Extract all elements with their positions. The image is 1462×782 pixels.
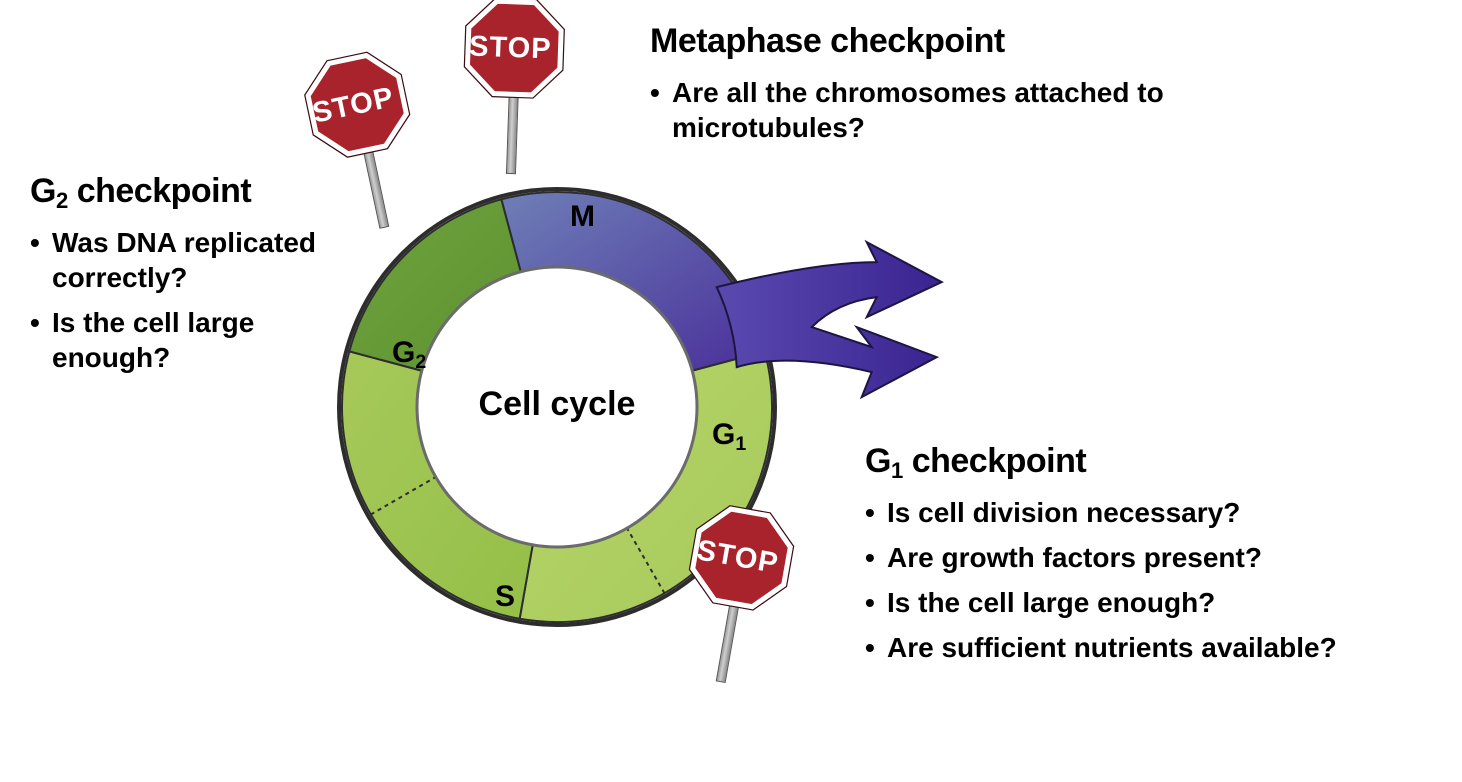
checkpoint-item: Is the cell large enough? (865, 585, 1337, 620)
checkpoint-item: Was DNA replicated correctly? (30, 225, 352, 295)
g1-checkpoint-list: Is cell division necessary? Are growth fa… (865, 495, 1337, 665)
g2-checkpoint-title: G2 checkpoint (30, 170, 352, 213)
metaphase-checkpoint-list: Are all the chromosomes attached to micr… (650, 75, 1192, 145)
checkpoint-item: Are growth factors present? (865, 540, 1337, 575)
stop-sign-meta: STOP (450, 0, 576, 174)
g1-checkpoint-title: G1 checkpoint (865, 440, 1337, 483)
phase-label-m: M (570, 200, 595, 234)
center-title: Cell cycle (447, 385, 667, 424)
metaphase-checkpoint-title: Metaphase checkpoint (650, 20, 1192, 63)
checkpoint-item: Is the cell large enough? (30, 305, 352, 375)
metaphase-checkpoint-block: Metaphase checkpoint Are all the chromos… (650, 20, 1192, 155)
g1-checkpoint-block: G1 checkpoint Is cell division necessary… (865, 440, 1337, 675)
g2-checkpoint-list: Was DNA replicated correctly? Is the cell… (30, 225, 352, 375)
stop-text: STOP (287, 39, 420, 172)
cell-cycle-diagram: Cell cycle M G1 S G2 STOP STOP STOP G2 che… (0, 0, 1462, 782)
checkpoint-item: Are sufficient nutrients available? (865, 630, 1337, 665)
phase-label-g2: G2 (392, 336, 426, 370)
phase-label-g1: G1 (712, 418, 746, 452)
checkpoint-item: Are all the chromosomes attached to micr… (650, 75, 1192, 145)
stop-text: STOP (452, 0, 568, 106)
stop-text: STOP (673, 492, 803, 622)
g2-checkpoint-block: G2 checkpoint Was DNA replicated correct… (30, 170, 352, 385)
phase-label-s: S (495, 580, 515, 614)
checkpoint-item: Is cell division necessary? (865, 495, 1337, 530)
